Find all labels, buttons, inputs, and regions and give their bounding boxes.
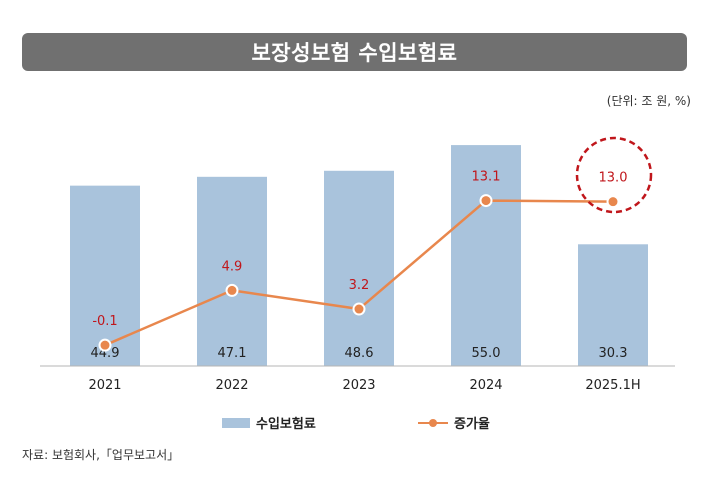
growth-point-2024 [479, 194, 493, 208]
bar-value-label: 47.1 [218, 346, 247, 361]
bar-2023 [324, 170, 394, 366]
growth-value-label: -0.1 [92, 314, 117, 329]
x-tick-label: 2021 [88, 378, 121, 393]
x-tick-label: 2024 [469, 378, 502, 393]
growth-point-2021 [98, 338, 112, 352]
growth-point-2025.1H [606, 195, 620, 209]
growth-value-label: 3.2 [349, 278, 370, 293]
bar-2024 [451, 145, 521, 366]
legend: 수입보험료 증가율 [0, 413, 715, 437]
bar-2022 [197, 176, 267, 366]
source-note: 자료: 보험회사,「업무보고서」 [22, 448, 180, 462]
growth-value-label: 13.0 [599, 171, 628, 186]
legend-line-swatch [418, 418, 448, 428]
combo-chart: 44.9 47.1 48.6 55.0 30.3 2021 2022 2023 2024 202… [40, 136, 675, 393]
bar-value-label: 55.0 [472, 346, 501, 361]
bar-value-label: 30.3 [599, 346, 628, 361]
legend-item-bar: 수입보험료 [222, 413, 316, 432]
bar-value-label: 48.6 [345, 346, 374, 361]
x-tick-label: 2023 [342, 378, 375, 393]
unit-label: (단위: 조 원, %) [606, 94, 691, 108]
growth-point-2023 [352, 302, 366, 316]
x-tick-label: 2022 [215, 378, 248, 393]
highlight-circle [575, 136, 653, 214]
growth-value-label: 4.9 [222, 259, 243, 274]
bar-2025.1H [578, 244, 648, 366]
bar-value-label: 44.9 [91, 346, 120, 361]
growth-point-2022 [225, 283, 239, 297]
x-tick-label: 2025.1H [585, 378, 640, 393]
growth-value-label: 13.1 [472, 170, 501, 185]
title-bar: 보장성보험 수입보험료 [22, 33, 687, 71]
legend-line-label: 증가율 [454, 417, 490, 432]
chart-title: 보장성보험 수입보험료 [251, 41, 458, 65]
legend-bar-label: 수입보험료 [256, 417, 316, 432]
legend-item-line: 증가율 [418, 413, 490, 432]
legend-bar-swatch [222, 417, 250, 428]
